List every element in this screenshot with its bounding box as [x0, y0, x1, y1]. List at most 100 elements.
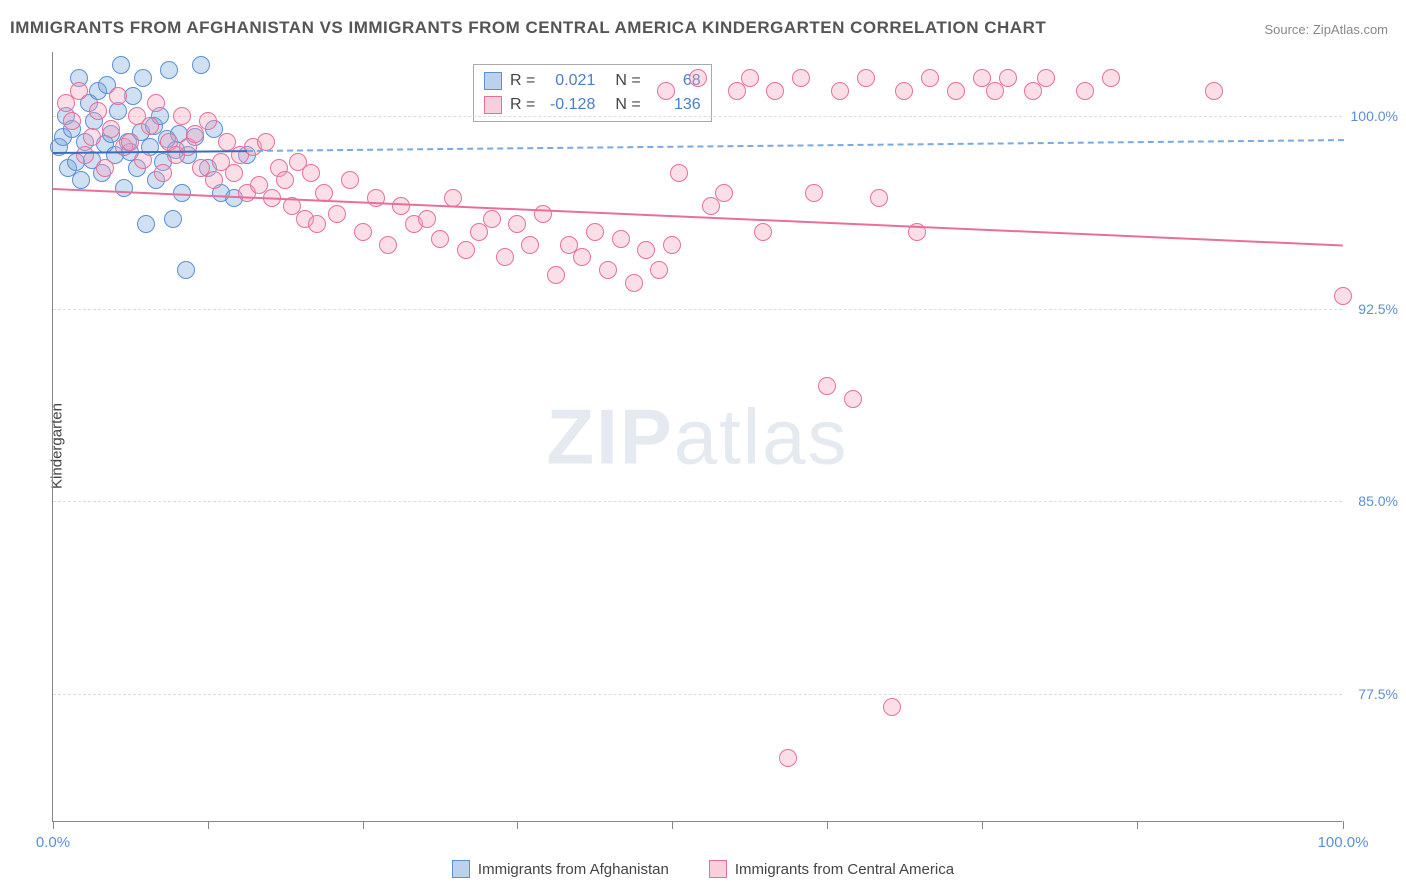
data-point — [141, 117, 159, 135]
data-point — [599, 261, 617, 279]
x-tick — [982, 821, 983, 829]
data-point — [508, 215, 526, 233]
legend-label: Immigrants from Afghanistan — [478, 861, 669, 878]
gridline — [53, 694, 1342, 695]
gridline — [53, 501, 1342, 502]
legend: Immigrants from Afghanistan Immigrants fr… — [0, 860, 1406, 878]
r-value: 0.021 — [543, 72, 595, 90]
legend-item: Immigrants from Central America — [709, 860, 954, 878]
swatch-icon — [484, 72, 502, 90]
data-point — [199, 112, 217, 130]
data-point — [1334, 287, 1352, 305]
swatch-icon — [484, 96, 502, 114]
x-tick-label: 100.0% — [1318, 834, 1369, 851]
swatch-icon — [709, 860, 727, 878]
data-point — [102, 120, 120, 138]
r-label: R = — [510, 72, 535, 90]
data-point — [379, 236, 397, 254]
legend-item: Immigrants from Afghanistan — [452, 860, 669, 878]
plot-area: ZIPatlas R =0.021N =68R =-0.128N =136 77… — [52, 52, 1342, 822]
data-point — [715, 184, 733, 202]
data-point — [921, 69, 939, 87]
gridline — [53, 309, 1342, 310]
data-point — [134, 69, 152, 87]
data-point — [895, 82, 913, 100]
data-point — [341, 171, 359, 189]
data-point — [276, 171, 294, 189]
data-point — [177, 261, 195, 279]
data-point — [496, 248, 514, 266]
data-point — [689, 69, 707, 87]
data-point — [883, 698, 901, 716]
data-point — [637, 241, 655, 259]
data-point — [83, 128, 101, 146]
n-value: 136 — [649, 96, 701, 114]
data-point — [160, 61, 178, 79]
trend-line — [246, 139, 1343, 152]
data-point — [857, 69, 875, 87]
x-tick — [1343, 821, 1344, 829]
data-point — [741, 69, 759, 87]
data-point — [367, 189, 385, 207]
data-point — [805, 184, 823, 202]
data-point — [72, 171, 90, 189]
data-point — [109, 102, 127, 120]
x-tick — [363, 821, 364, 829]
x-tick — [827, 821, 828, 829]
data-point — [534, 205, 552, 223]
data-point — [205, 171, 223, 189]
r-label: R = — [510, 96, 535, 114]
swatch-icon — [452, 860, 470, 878]
data-point — [392, 197, 410, 215]
data-point — [573, 248, 591, 266]
data-point — [431, 230, 449, 248]
data-point — [657, 82, 675, 100]
data-point — [1205, 82, 1223, 100]
data-point — [1037, 69, 1055, 87]
data-point — [1102, 69, 1120, 87]
data-point — [173, 107, 191, 125]
data-point — [96, 159, 114, 177]
data-point — [650, 261, 668, 279]
data-point — [89, 102, 107, 120]
data-point — [521, 236, 539, 254]
data-point — [76, 146, 94, 164]
y-tick-label: 100.0% — [1351, 108, 1398, 124]
chart-title: IMMIGRANTS FROM AFGHANISTAN VS IMMIGRANT… — [10, 18, 1046, 38]
data-point — [328, 205, 346, 223]
data-point — [308, 215, 326, 233]
data-point — [483, 210, 501, 228]
data-point — [818, 377, 836, 395]
y-tick-label: 85.0% — [1358, 493, 1398, 509]
data-point — [779, 749, 797, 767]
data-point — [109, 87, 127, 105]
data-point — [257, 133, 275, 151]
r-value: -0.128 — [543, 96, 595, 114]
data-point — [154, 164, 172, 182]
data-point — [63, 112, 81, 130]
data-point — [586, 223, 604, 241]
data-point — [134, 151, 152, 169]
data-point — [1076, 82, 1094, 100]
x-tick — [208, 821, 209, 829]
data-point — [302, 164, 320, 182]
data-point — [70, 82, 88, 100]
data-point — [612, 230, 630, 248]
trend-line — [53, 188, 1343, 246]
stats-box: R =0.021N =68R =-0.128N =136 — [473, 64, 712, 122]
data-point — [121, 133, 139, 151]
data-point — [754, 223, 772, 241]
data-point — [947, 82, 965, 100]
data-point — [225, 164, 243, 182]
x-tick-label: 0.0% — [36, 834, 70, 851]
gridline — [53, 116, 1342, 117]
x-tick — [672, 821, 673, 829]
watermark: ZIPatlas — [546, 391, 848, 482]
data-point — [870, 189, 888, 207]
n-label: N = — [615, 96, 640, 114]
data-point — [115, 179, 133, 197]
data-point — [457, 241, 475, 259]
data-point — [354, 223, 372, 241]
data-point — [844, 390, 862, 408]
data-point — [766, 82, 784, 100]
